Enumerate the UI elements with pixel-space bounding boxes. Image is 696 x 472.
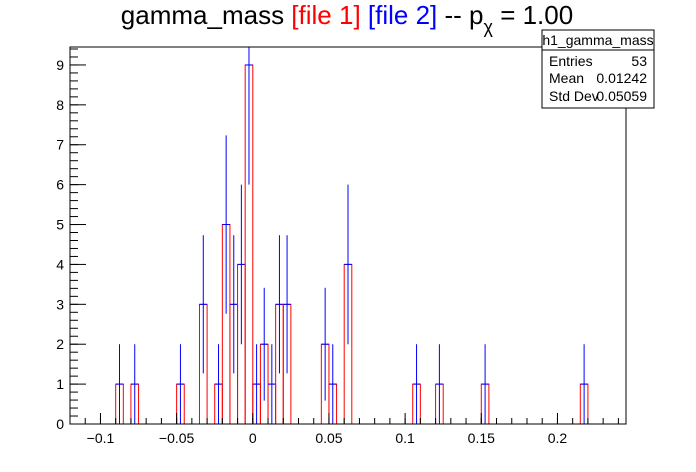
x-tick-label-4: 0.1 bbox=[395, 430, 415, 446]
title-mid: -- p bbox=[437, 0, 483, 30]
y-tick-label-3: 3 bbox=[56, 296, 64, 312]
title-sep bbox=[361, 0, 368, 30]
title-file2: [file 2] bbox=[368, 0, 437, 30]
stats-label-mean: Mean bbox=[549, 70, 584, 86]
stats-value-entries: 53 bbox=[631, 53, 647, 69]
stats-value-stddev: 0.05059 bbox=[596, 88, 647, 104]
y-tick-label-5: 5 bbox=[56, 217, 64, 233]
stats-value-mean: 0.01242 bbox=[596, 70, 647, 86]
y-tick-label-0: 0 bbox=[56, 416, 64, 432]
title-file1: [file 1] bbox=[291, 0, 360, 30]
x-tick-label-6: 0.2 bbox=[548, 430, 568, 446]
stats-box: h1_gamma_mass Entries 53 Mean 0.01242 St… bbox=[541, 29, 655, 109]
x-tick-label-3: 0.05 bbox=[315, 430, 342, 446]
title-suffix: = 1.00 bbox=[493, 0, 573, 30]
y-tick-label-2: 2 bbox=[56, 336, 64, 352]
x-tick-label-2: 0 bbox=[249, 430, 257, 446]
title-prefix: gamma_mass bbox=[121, 0, 292, 30]
y-tick-label-8: 8 bbox=[56, 97, 64, 113]
y-tick-label-7: 7 bbox=[56, 137, 64, 153]
ticks-layer: −0.1 −0.05 0 0.05 0.1 0.15 0.2 0 1 2 3 4 5 6 7 8 9 bbox=[56, 48, 619, 446]
x-tick-label-5: 0.15 bbox=[468, 430, 495, 446]
y-tick-label-6: 6 bbox=[56, 177, 64, 193]
stats-label-stddev: Std Dev bbox=[549, 88, 599, 104]
histogram-layer bbox=[115, 47, 589, 424]
x-tick-label-1: −0.05 bbox=[159, 430, 195, 446]
stats-title: h1_gamma_mass bbox=[542, 32, 653, 48]
y-tick-label-4: 4 bbox=[56, 256, 64, 272]
y-tick-label-1: 1 bbox=[56, 376, 64, 392]
plot-frame bbox=[69, 46, 627, 425]
x-tick-label-0: −0.1 bbox=[87, 430, 115, 446]
stats-label-entries: Entries bbox=[549, 53, 593, 69]
title-sub: χ bbox=[484, 17, 494, 37]
y-tick-label-9: 9 bbox=[56, 57, 64, 73]
chart-title: gamma_mass [file 1] [file 2] -- pχ = 1.0… bbox=[121, 0, 573, 37]
